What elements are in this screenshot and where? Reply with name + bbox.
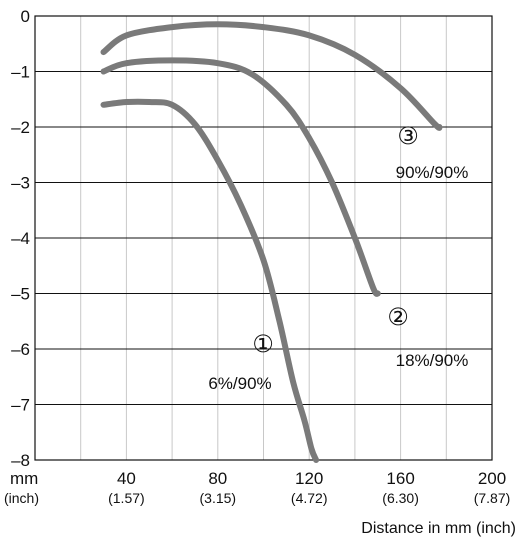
x-tick-label: 200	[478, 469, 506, 488]
series-label-2: 18%/90%	[396, 351, 469, 370]
series-labels: ① 6%/90% ② 18%/90% ③ 90%/90%	[208, 122, 468, 393]
series-label-3: 90%/90%	[396, 163, 469, 182]
horizontal-gridlines	[35, 71, 492, 405]
x-tick-sublabel: (7.87)	[474, 490, 511, 506]
x-tick-label: 40	[117, 469, 136, 488]
y-tick-label: –5	[11, 285, 30, 304]
x-axis-title: Distance in mm (inch)	[361, 520, 516, 537]
series-label-1: 6%/90%	[208, 374, 271, 393]
y-tick-label: –2	[11, 118, 30, 137]
y-tick-label: –1	[11, 63, 30, 82]
y-tick-label: –7	[11, 396, 30, 415]
series-marker-3: ③	[397, 122, 419, 150]
y-tick-label: –8	[11, 451, 30, 470]
y-tick-label: –3	[11, 174, 30, 193]
x-unit-label-secondary: (inch)	[4, 490, 39, 506]
series-marker-2: ②	[387, 303, 409, 331]
series-lines	[100, 21, 443, 463]
y-tick-label: –4	[11, 229, 30, 248]
x-tick-label: 160	[386, 469, 414, 488]
x-tick-label: 120	[295, 469, 323, 488]
x-tick-label: 80	[208, 469, 227, 488]
x-tick-sublabel: (1.57)	[108, 490, 145, 506]
series-line-1	[100, 98, 320, 463]
x-tick-sublabel: (3.15)	[200, 490, 237, 506]
x-tick-sublabel: (6.30)	[382, 490, 419, 506]
x-tick-sublabel: (4.72)	[291, 490, 328, 506]
x-tick-labels: 40 (1.57) 80 (3.15) 120 (4.72) 160 (6.30) 200 (7.…	[108, 469, 510, 506]
x-unit-label-primary: mm	[10, 469, 38, 488]
series-line-2	[100, 57, 381, 297]
plot-frame	[34, 15, 493, 461]
series-line-3	[100, 21, 443, 131]
series-marker-1: ①	[252, 330, 274, 358]
y-tick-label: –6	[11, 340, 30, 359]
y-tick-label: 0	[21, 7, 30, 26]
y-tick-labels: 0 –1 –2 –3 –4 –5 –6 –7 –8	[11, 7, 30, 470]
